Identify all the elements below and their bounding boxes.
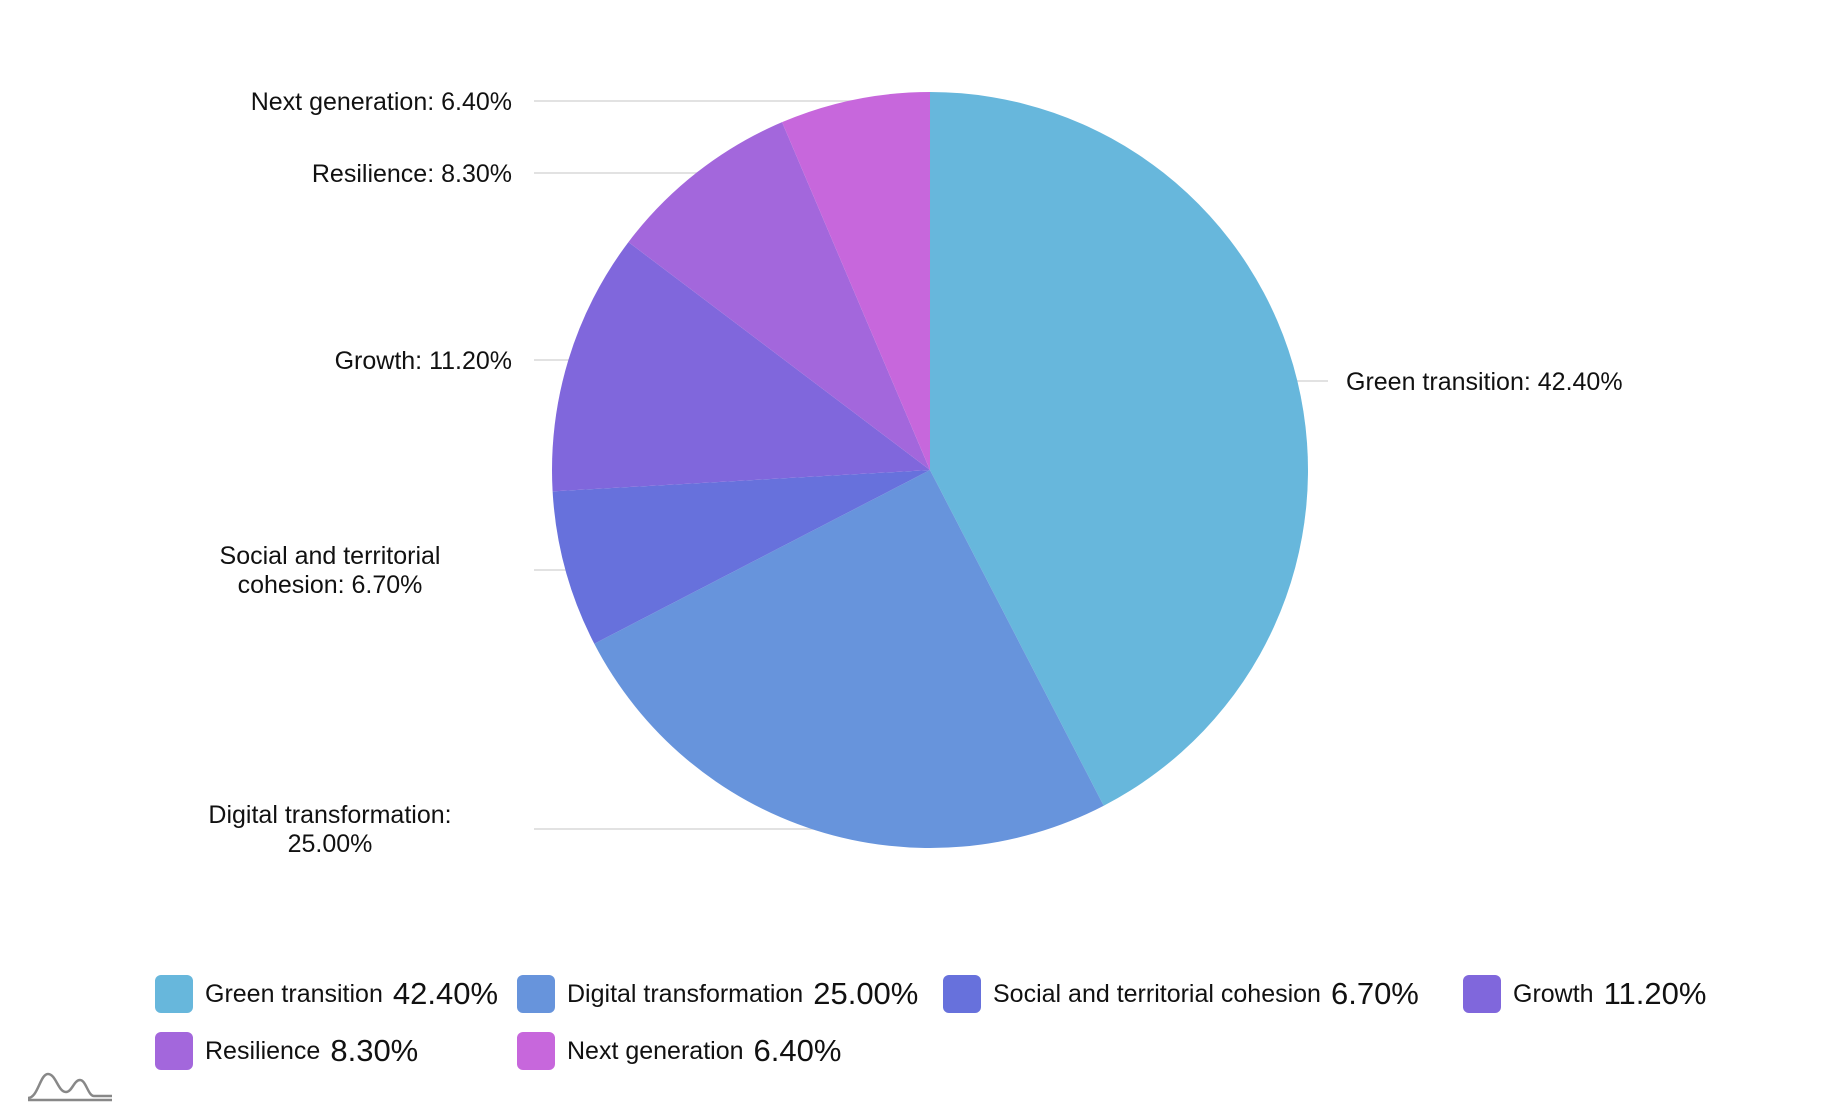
pie-slice-next-generation[interactable] [782,92,930,470]
slice-label-digital-transformation: Digital transformation: 25.00% [208,801,451,858]
legend-value: 42.40% [392,976,499,1011]
pie-slice-resilience[interactable] [628,122,930,471]
legend-label: Next generation [567,1036,744,1065]
legend-item-digital-transformation[interactable]: Digital transformation 25.00% [517,975,918,1013]
slice-label-green-transition: Green transition: 42.40% [1346,368,1623,396]
legend-item-social-and-territorial-cohesion[interactable]: Social and territorial cohesion 6.70% [943,975,1419,1013]
legend-swatch [1463,975,1501,1013]
legend-value: 6.40% [753,1033,842,1068]
legend-value: 25.00% [813,976,919,1011]
legend-swatch [517,975,555,1013]
legend-item-growth[interactable]: Growth 11.20% [1463,975,1706,1013]
legend-value: 11.20% [1603,976,1707,1011]
pie-slice-green-transition[interactable] [930,92,1308,806]
pie-slice-digital-transformation[interactable] [594,470,1104,848]
legend-value: 8.30% [330,1033,419,1068]
pie-slice-growth[interactable] [552,242,930,492]
legend-label: Growth [1513,979,1594,1008]
slice-label-social-and-territorial-cohesion: Social and territorial cohesion: 6.70% [220,542,441,599]
legend-item-next-generation[interactable]: Next generation 6.40% [517,1032,841,1070]
legend-swatch [517,1032,555,1070]
legend-swatch [155,1032,193,1070]
legend-item-green-transition[interactable]: Green transition 42.40% [155,975,498,1013]
brand-logo-icon [27,1072,112,1102]
legend-label: Resilience [205,1036,321,1065]
legend-item-resilience[interactable]: Resilience 8.30% [155,1032,418,1070]
legend-label: Green transition [205,979,383,1008]
legend-swatch [943,975,981,1013]
legend-label: Social and territorial cohesion [993,979,1321,1008]
legend-swatch [155,975,193,1013]
slice-label-next-generation: Next generation: 6.40% [251,88,512,116]
slice-label-resilience: Resilience: 8.30% [312,160,512,188]
pie-slice-social-and-territorial-cohesion[interactable] [552,470,930,644]
legend-value: 6.70% [1330,976,1419,1011]
legend-label: Digital transformation [567,979,804,1008]
slice-label-growth: Growth: 11.20% [335,347,512,375]
